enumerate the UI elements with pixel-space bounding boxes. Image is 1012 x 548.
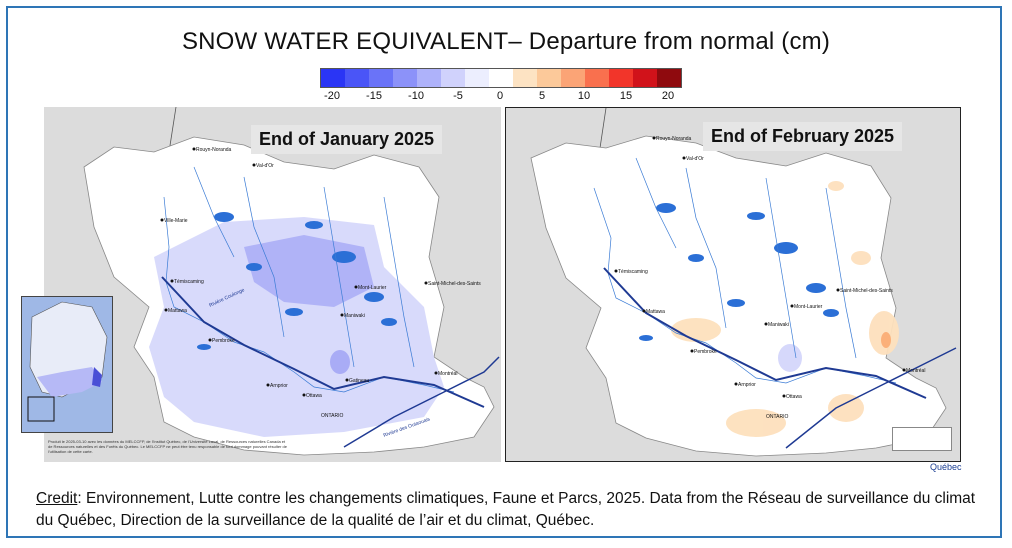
legend-tick-label: -15	[366, 90, 382, 102]
legend-tick-label: -5	[453, 90, 463, 102]
place-valdor-feb: Val-d'Or	[686, 156, 704, 162]
place-mattawa: Mattawa	[168, 308, 187, 314]
place-mtlaurier-feb: Mont-Laurier	[794, 304, 823, 310]
map-panel-february[interactable]: Rouyn-Noranda Val-d'Or Témiscaming Matta…	[505, 107, 961, 462]
legend-swatch	[393, 69, 417, 87]
lakes	[197, 212, 397, 350]
map-february-svg: Rouyn-Noranda Val-d'Or Témiscaming Matta…	[530, 108, 957, 457]
place-arnprior-feb: Arnprior	[738, 382, 756, 388]
panel-label-january: End of January 2025	[251, 125, 443, 154]
snow-departure-spot	[330, 350, 350, 374]
place-rouyn: Rouyn-Noranda	[196, 147, 232, 153]
legend-tick-label: -10	[408, 90, 424, 102]
legend-swatch	[345, 69, 369, 87]
st-lawrence-river-feb	[785, 347, 957, 449]
credit-body: : Environnement, Lutte contre les change…	[36, 490, 976, 529]
figure-title: SNOW WATER EQUIVALENT– Departure from no…	[181, 28, 831, 55]
place-mattawa-feb: Mattawa	[646, 309, 665, 315]
snow-departure-negative-spot	[778, 344, 802, 372]
legend-swatch	[537, 69, 561, 87]
legend-swatch	[465, 69, 489, 87]
legend-tick-label: 20	[661, 90, 675, 102]
legend-swatch	[441, 69, 465, 87]
basin-outline-feb	[530, 135, 947, 457]
place-montreal: Montréal	[438, 371, 457, 377]
legend-tick-label: -20	[324, 90, 340, 102]
place-maniwaki: Maniwaki	[344, 313, 365, 319]
st-lawrence-river	[343, 356, 500, 448]
place-valdor: Val-d'Or	[256, 163, 274, 169]
place-pembroke-feb: Pembroke	[694, 349, 717, 355]
place-maniwaki-feb: Maniwaki	[768, 322, 789, 328]
legend-color-bar	[320, 68, 682, 88]
place-mtlaurier: Mont-Laurier	[358, 285, 387, 291]
legend-swatch	[369, 69, 393, 87]
legend-swatch	[585, 69, 609, 87]
legend-swatch	[609, 69, 633, 87]
map-legend-box	[892, 427, 952, 451]
legend-tick-label: 15	[619, 90, 633, 102]
legend-tick-label: 10	[577, 90, 591, 102]
map-january-svg: Rouyn-Noranda Val-d'Or Ville-Marie Témis…	[83, 107, 500, 456]
snow-departure-areas-positive	[671, 181, 899, 437]
city-markers	[160, 147, 438, 397]
place-stmichel-feb: Saint-Michel-des-Saints	[840, 288, 893, 294]
legend-tick-label: 0	[496, 90, 504, 102]
place-rouyn-feb: Rouyn-Noranda	[656, 136, 692, 142]
ottawa-river-boundary-feb	[603, 267, 927, 399]
inset-frame-box	[27, 396, 55, 422]
place-ottawa: Ottawa	[306, 393, 322, 399]
place-pembroke: Pembroke	[212, 338, 235, 344]
legend-tick-label: 5	[538, 90, 546, 102]
place-stmichel: Saint-Michel-des-Saints	[428, 281, 481, 287]
place-ontario: ONTARIO	[321, 413, 344, 419]
legend-swatch	[489, 69, 513, 87]
map-disclaimer: Produit le 2025-03-10 avec les données d…	[48, 439, 287, 454]
place-arnprior: Arnprior	[270, 383, 288, 389]
ottawa-river-boundary	[161, 276, 485, 408]
quebec-logo: Québec	[930, 462, 962, 472]
place-gatineau: Gatineau	[349, 378, 370, 384]
inset-snow-strong	[92, 367, 102, 387]
place-villemarie: Ville-Marie	[164, 218, 188, 224]
place-montreal-feb: Montréal	[906, 368, 925, 374]
place-ontario-feb: ONTARIO	[766, 414, 789, 420]
legend-swatch	[321, 69, 345, 87]
legend-swatch	[513, 69, 537, 87]
legend-swatch	[561, 69, 585, 87]
place-temiscaming: Témiscaming	[174, 279, 204, 285]
place-temiscaming-feb: Témiscaming	[618, 269, 648, 275]
color-legend: -20 -15 -10 -5 0 5 10 15 20	[320, 68, 682, 106]
legend-ticks: -20 -15 -10 -5 0 5 10 15 20	[320, 90, 682, 106]
legend-swatch	[657, 69, 681, 87]
inset-snow-area	[37, 367, 102, 397]
snow-departure-peak	[881, 332, 891, 348]
legend-swatch	[633, 69, 657, 87]
city-markers-feb	[614, 136, 906, 398]
panel-label-february: End of February 2025	[703, 122, 903, 151]
place-ottawa-feb: Ottawa	[786, 394, 802, 400]
inset-locator-map	[21, 296, 113, 433]
credit-text: Credit: Environnement, Lutte contre les …	[36, 488, 986, 532]
legend-swatch	[417, 69, 441, 87]
lakes-feb	[639, 203, 839, 341]
inset-svg	[27, 301, 108, 422]
credit-label: Credit	[36, 490, 78, 507]
map-panel-january[interactable]: Rouyn-Noranda Val-d'Or Ville-Marie Témis…	[44, 107, 501, 462]
